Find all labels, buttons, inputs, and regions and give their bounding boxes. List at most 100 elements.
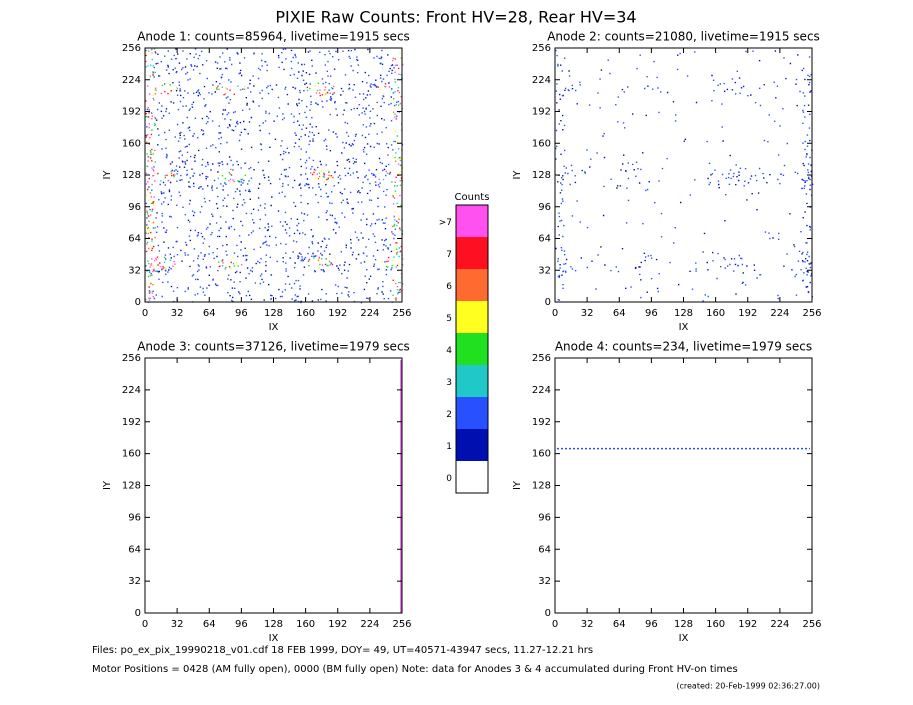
y-tick-label: 64 — [128, 544, 141, 555]
colorbar-label: >7 — [439, 218, 452, 228]
x-axis-label: IX — [269, 633, 279, 644]
y-tick-label: 64 — [128, 234, 141, 245]
speckle — [145, 48, 404, 301]
x-tick-label: 128 — [264, 619, 283, 630]
y-tick-label: 224 — [532, 385, 551, 396]
y-tick-label: 160 — [532, 138, 551, 149]
x-axis-label: IX — [269, 322, 279, 333]
y-axis-label: IY — [512, 170, 523, 180]
y-tick-label: 32 — [128, 265, 141, 276]
y-tick-label: 32 — [128, 576, 141, 587]
colorbar-frame — [455, 204, 489, 494]
x-tick-label: 256 — [802, 308, 821, 319]
y-tick-label: 128 — [532, 481, 551, 492]
y-tick-label: 0 — [135, 297, 141, 308]
colorbar-cell — [456, 365, 488, 397]
y-tick-label: 32 — [538, 576, 551, 587]
y-tick-label: 224 — [532, 75, 551, 86]
speckle — [145, 57, 404, 301]
panel-title: Anode 2: counts=21080, livetime=1915 sec… — [547, 30, 820, 44]
x-tick-label: 160 — [706, 308, 725, 319]
y-tick-label: 160 — [532, 449, 551, 460]
colorbar-cell — [456, 397, 488, 429]
y-axis-label: IY — [512, 480, 523, 490]
plot-frame — [554, 357, 813, 614]
x-tick-label: 224 — [770, 619, 789, 630]
y-tick-label: 0 — [545, 608, 551, 619]
x-tick-label: 96 — [235, 619, 248, 630]
y-tick-label: 160 — [122, 449, 141, 460]
y-tick-label: 96 — [128, 512, 141, 523]
y-tick-label: 128 — [122, 481, 141, 492]
x-axis-label: IX — [679, 633, 689, 644]
colorbar-cell — [456, 429, 488, 461]
colorbar-cell — [456, 301, 488, 333]
x-tick-label: 0 — [552, 308, 558, 319]
x-tick-label: 256 — [392, 619, 411, 630]
speckle — [145, 48, 404, 304]
y-tick-label: 256 — [122, 43, 141, 54]
plot-frame — [554, 47, 813, 303]
y-tick-label: 192 — [122, 417, 141, 428]
y-tick-label: 192 — [532, 107, 551, 118]
colorbar-cell — [456, 461, 488, 493]
y-tick-label: 128 — [122, 170, 141, 181]
plot-frame — [144, 357, 403, 614]
x-tick-label: 224 — [360, 619, 379, 630]
y-tick-label: 96 — [128, 202, 141, 213]
y-tick-label: 256 — [532, 353, 551, 364]
y-tick-label: 160 — [122, 138, 141, 149]
x-tick-label: 0 — [142, 619, 148, 630]
speckle — [555, 49, 814, 302]
colorbar-cell — [456, 237, 488, 269]
x-tick-label: 0 — [552, 619, 558, 630]
x-tick-label: 128 — [674, 308, 693, 319]
colorbar-label: 6 — [446, 282, 452, 292]
x-tick-label: 256 — [392, 308, 411, 319]
footer-created: (created: 20-Feb-1999 02:36:27.00) — [676, 682, 820, 691]
y-tick-label: 96 — [538, 512, 551, 523]
colorbar-label: 7 — [446, 250, 452, 260]
colorbar-title: Counts — [455, 192, 490, 203]
y-tick-label: 32 — [538, 265, 551, 276]
speckle — [145, 48, 404, 293]
y-tick-label: 64 — [538, 544, 551, 555]
y-tick-label: 224 — [122, 75, 141, 86]
footer-line: Files: po_ex_pix_19990218_v01.cdf 18 FEB… — [92, 645, 593, 656]
colorbar-label: 0 — [446, 474, 452, 484]
x-tick-label: 32 — [171, 308, 184, 319]
y-tick-label: 96 — [538, 202, 551, 213]
panel-title: Anode 3: counts=37126, livetime=1979 sec… — [137, 340, 410, 354]
x-tick-label: 0 — [142, 308, 148, 319]
colorbar-cell — [456, 333, 488, 365]
x-tick-label: 96 — [645, 308, 658, 319]
y-tick-label: 224 — [122, 385, 141, 396]
x-tick-label: 96 — [645, 619, 658, 630]
x-tick-label: 32 — [581, 619, 594, 630]
y-tick-label: 0 — [545, 297, 551, 308]
speckle — [145, 51, 403, 293]
x-tick-label: 160 — [706, 619, 725, 630]
x-axis-label: IX — [679, 322, 689, 333]
plot-frame — [144, 47, 403, 303]
x-tick-label: 64 — [613, 619, 626, 630]
panel-title: Anode 4: counts=234, livetime=1979 secs — [555, 340, 812, 354]
x-tick-label: 96 — [235, 308, 248, 319]
colorbar-cell — [456, 205, 488, 237]
y-axis-label: IY — [102, 480, 113, 490]
speckle — [555, 50, 813, 295]
x-tick-label: 160 — [296, 619, 315, 630]
speckle — [155, 48, 394, 303]
panel-title: Anode 1: counts=85964, livetime=1915 sec… — [137, 30, 410, 44]
footer-line: Motor Positions = 0428 (AM fully open), … — [92, 664, 738, 675]
x-tick-label: 64 — [203, 619, 216, 630]
x-tick-label: 64 — [613, 308, 626, 319]
x-tick-label: 256 — [802, 619, 821, 630]
x-tick-label: 192 — [328, 308, 347, 319]
colorbar-label: 2 — [446, 410, 452, 420]
x-tick-label: 224 — [360, 308, 379, 319]
x-tick-label: 192 — [738, 308, 757, 319]
x-tick-label: 32 — [171, 619, 184, 630]
x-tick-label: 128 — [674, 619, 693, 630]
x-tick-label: 192 — [328, 619, 347, 630]
